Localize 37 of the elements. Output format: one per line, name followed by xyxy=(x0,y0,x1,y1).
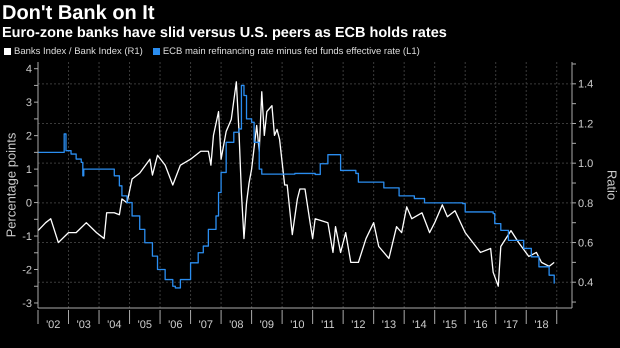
x-tick-label: '12 xyxy=(351,319,366,331)
chart-title: Don't Bank on It xyxy=(2,2,155,25)
x-tick-label: '06 xyxy=(168,319,182,331)
x-tick-label: '18 xyxy=(534,319,549,331)
y-tick-label: -3 xyxy=(22,298,32,310)
x-tick-label: '03 xyxy=(76,319,91,331)
y2-axis-title: Ratio xyxy=(604,170,620,200)
y2-tick-label: 1.2 xyxy=(578,118,594,130)
y-tick-label: 2 xyxy=(26,130,32,143)
legend-label: Banks Index / Bank Index (R1) xyxy=(14,46,143,57)
x-tick-label: '17 xyxy=(504,319,518,331)
x-tick-label: '07 xyxy=(198,319,213,331)
x-tick-label: '10 xyxy=(290,319,305,331)
x-tick-label: '15 xyxy=(442,319,458,331)
legend-label: ECB main refinancing rate minus fed funds effective rate (L1) xyxy=(162,46,420,57)
y-axis-title: Percentage points xyxy=(4,132,19,238)
y-tick-label: 3 xyxy=(26,97,32,110)
x-tick-label: '16 xyxy=(473,319,488,331)
y2-tick-label: 1.4 xyxy=(578,78,594,91)
y2-tick-label: 0.6 xyxy=(578,237,594,250)
x-tick-label: '04 xyxy=(107,319,122,331)
y-tick-label: 0 xyxy=(26,197,32,210)
y-tick-label: -2 xyxy=(22,264,32,276)
y2-tick-label: 0.8 xyxy=(578,198,594,210)
chart-subtitle: Euro-zone banks have slid versus U.S. peers as ECB holds rates xyxy=(2,25,447,41)
y2-tick-label: 1.0 xyxy=(578,158,594,170)
x-tick-label: '08 xyxy=(229,319,244,331)
y-tick-label: 4 xyxy=(26,64,32,76)
y2-tick-label: 0.4 xyxy=(578,277,594,290)
x-tick-label: '13 xyxy=(382,319,396,331)
x-tick-label: '05 xyxy=(138,319,152,331)
x-tick-label: '02 xyxy=(46,319,60,331)
y-tick-label: 1 xyxy=(26,164,32,176)
x-tick-label: '14 xyxy=(412,319,427,331)
x-tick-label: '11 xyxy=(321,319,335,331)
x-tick-label: '09 xyxy=(260,319,274,331)
y-tick-label: -1 xyxy=(22,230,32,243)
